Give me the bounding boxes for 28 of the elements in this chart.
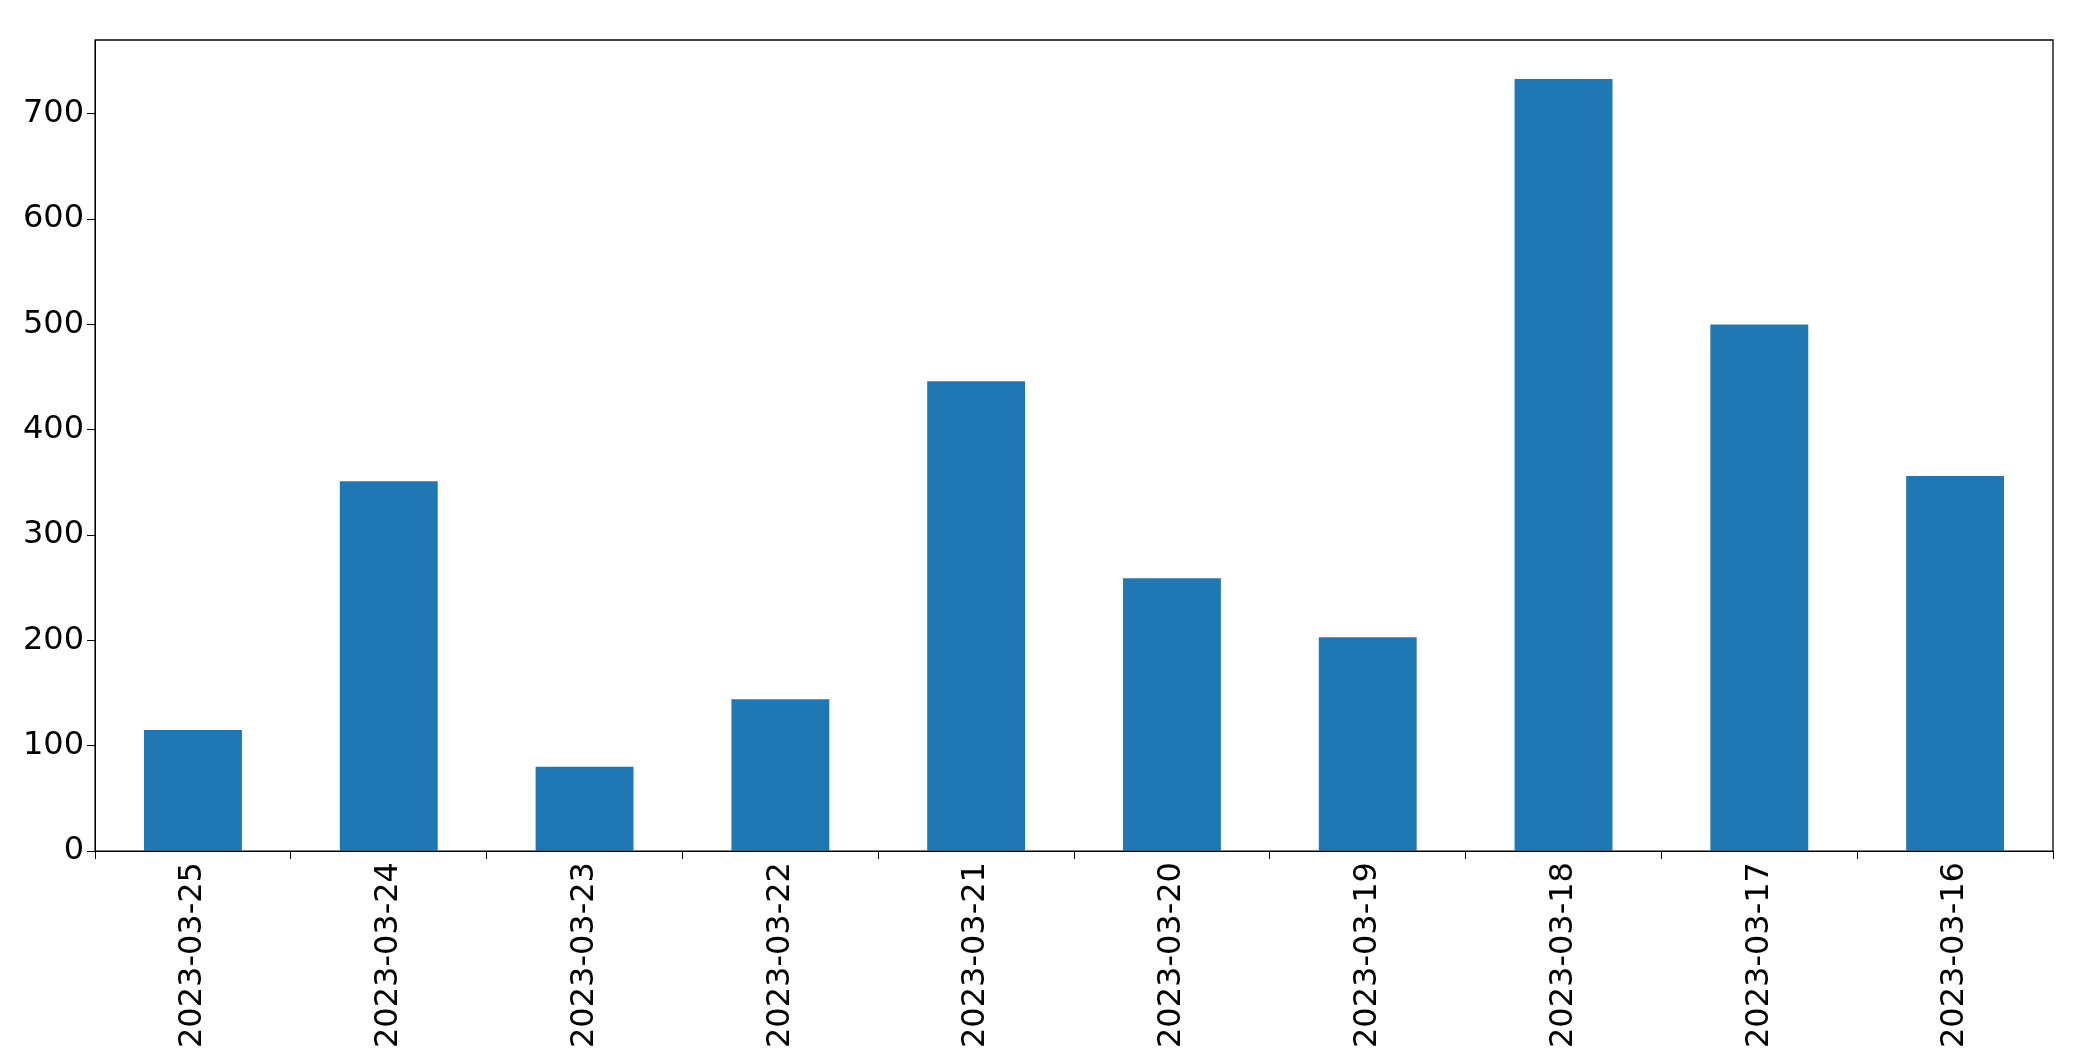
bar	[731, 699, 830, 851]
y-tick-label: 0	[63, 829, 85, 868]
bar	[535, 766, 634, 851]
bar	[1710, 324, 1809, 851]
x-tick-label: 2023-03-25	[171, 862, 210, 1048]
y-tick-label: 600	[23, 197, 85, 236]
x-tick-label: 2023-03-21	[954, 862, 993, 1048]
y-tick-label: 500	[23, 302, 85, 341]
x-tick-label: 2023-03-18	[1541, 862, 1580, 1048]
y-tick-label: 400	[23, 408, 85, 447]
bar	[1318, 637, 1417, 851]
bar	[1906, 476, 2005, 851]
y-tick-label: 700	[23, 92, 85, 131]
bar	[144, 729, 242, 851]
x-tick-label: 2023-03-23	[562, 862, 601, 1048]
bar	[339, 481, 438, 851]
y-tick-label: 300	[23, 513, 85, 552]
x-tick-label: 2023-03-16	[1933, 862, 1972, 1048]
bar	[1514, 78, 1613, 851]
bar	[1122, 578, 1221, 851]
y-tick-label: 100	[23, 724, 85, 763]
x-tick-label: 2023-03-19	[1346, 862, 1385, 1048]
x-tick-label: 2023-03-22	[758, 862, 797, 1048]
y-tick-label: 200	[23, 618, 85, 657]
bar	[927, 381, 1026, 851]
x-tick-label: 2023-03-17	[1737, 862, 1776, 1048]
x-tick-label: 2023-03-24	[367, 862, 406, 1048]
x-tick-label: 2023-03-20	[1150, 862, 1189, 1048]
